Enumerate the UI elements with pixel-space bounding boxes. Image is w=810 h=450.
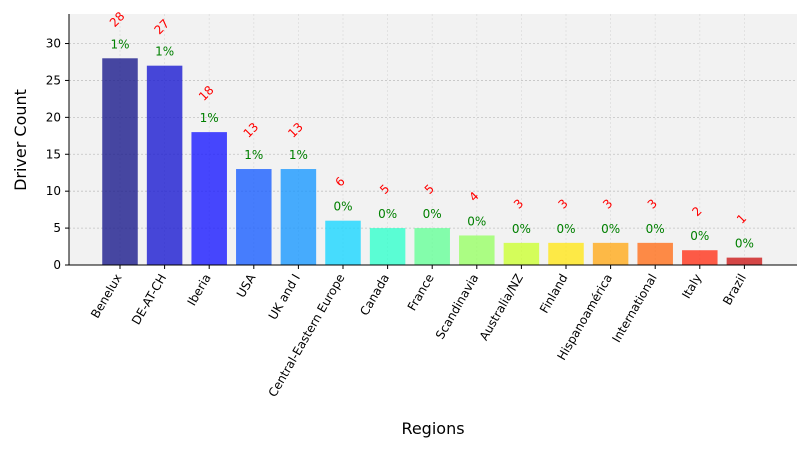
percent-label: 0% bbox=[690, 229, 709, 243]
bar bbox=[146, 65, 183, 265]
percent-label: 0% bbox=[378, 207, 397, 221]
bar bbox=[325, 220, 361, 265]
percent-label: 0% bbox=[601, 222, 620, 236]
y-tick-label: 0 bbox=[53, 258, 61, 272]
percent-label: 0% bbox=[512, 222, 531, 236]
percent-label: 1% bbox=[244, 148, 263, 162]
x-tick-label: Central-Eastern Europe bbox=[266, 272, 348, 400]
bar bbox=[548, 242, 584, 265]
percent-label: 1% bbox=[289, 148, 308, 162]
bar bbox=[236, 169, 272, 265]
x-tick-label: Benelux bbox=[88, 272, 124, 321]
bar bbox=[637, 242, 673, 265]
x-tick-label: France bbox=[405, 272, 437, 314]
plot-area bbox=[69, 14, 797, 265]
percent-label: 1% bbox=[110, 37, 129, 51]
x-tick-label: Brazil bbox=[720, 272, 749, 308]
percent-label: 1% bbox=[200, 111, 219, 125]
bar bbox=[503, 242, 540, 265]
bar bbox=[280, 169, 317, 265]
x-tick-label: Italy bbox=[679, 272, 704, 302]
x-tick-label: DE-AT-CH bbox=[129, 272, 169, 328]
x-axis-title: Regions bbox=[401, 419, 464, 438]
x-tick-label: UK and I bbox=[266, 272, 303, 323]
percent-label: 0% bbox=[646, 222, 665, 236]
bar bbox=[191, 132, 227, 265]
x-tick-label: International bbox=[609, 272, 659, 345]
x-tick-label: Scandinavia bbox=[433, 272, 482, 342]
x-tick-label: Canada bbox=[357, 272, 392, 319]
percent-label: 1% bbox=[155, 45, 174, 59]
x-tick-label: Finland bbox=[537, 272, 571, 316]
x-tick-label: Iberia bbox=[185, 272, 214, 309]
bar bbox=[102, 58, 138, 266]
y-tick-label: 20 bbox=[46, 110, 61, 124]
y-axis-title: Driver Count bbox=[11, 89, 30, 191]
y-tick-label: 5 bbox=[53, 221, 61, 235]
bar bbox=[414, 228, 450, 265]
bar bbox=[682, 250, 718, 265]
bar-layer bbox=[102, 58, 763, 266]
x-tick-label: USA bbox=[234, 271, 259, 300]
y-tick-label: 25 bbox=[46, 73, 61, 87]
percent-label: 0% bbox=[467, 214, 486, 228]
bar bbox=[726, 257, 763, 265]
percent-label: 0% bbox=[423, 207, 442, 221]
y-tick-label: 15 bbox=[46, 147, 61, 161]
bar bbox=[369, 228, 406, 265]
percent-label: 0% bbox=[556, 222, 575, 236]
bar bbox=[459, 235, 495, 265]
bar bbox=[592, 242, 629, 265]
percent-label: 0% bbox=[333, 200, 352, 214]
y-tick-label: 30 bbox=[46, 37, 61, 51]
percent-label: 0% bbox=[735, 237, 754, 251]
y-tick-label: 10 bbox=[46, 184, 61, 198]
x-tick-label: Australia/NZ bbox=[477, 272, 526, 343]
